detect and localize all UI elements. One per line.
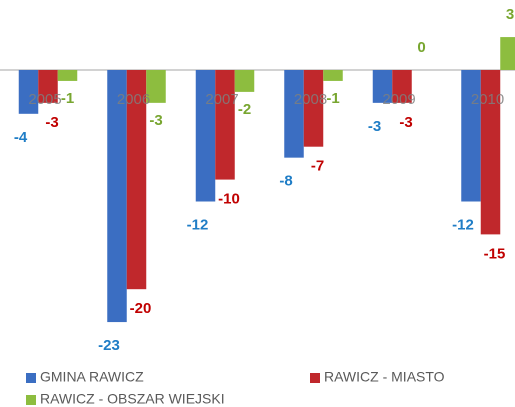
x-tick-label: 2006 xyxy=(117,91,150,108)
legend-label: GMINA RAWICZ xyxy=(40,369,144,385)
bar xyxy=(57,69,78,81)
bar xyxy=(107,69,127,323)
bar xyxy=(480,69,501,235)
bar xyxy=(284,69,304,158)
data-label: -1 xyxy=(61,90,74,107)
bar xyxy=(215,69,235,180)
bar xyxy=(323,69,343,81)
bar xyxy=(461,69,481,202)
bar xyxy=(146,69,166,103)
bar xyxy=(18,69,39,114)
data-label: -3 xyxy=(399,114,412,131)
x-tick-label: 2009 xyxy=(382,91,415,108)
x-tick-label: 2007 xyxy=(205,91,238,108)
data-label: -23 xyxy=(98,337,120,354)
data-label: -12 xyxy=(187,216,209,233)
bar xyxy=(500,37,515,70)
legend-label: RAWICZ - MIASTO xyxy=(324,369,445,385)
data-label: -12 xyxy=(452,216,474,233)
bar xyxy=(195,69,216,202)
data-label: 3 xyxy=(506,6,514,23)
legend-swatch xyxy=(310,373,320,383)
data-label: -4 xyxy=(14,129,28,146)
data-label: -10 xyxy=(218,191,240,208)
data-label: -3 xyxy=(45,114,58,131)
data-label: -2 xyxy=(238,101,251,118)
legend-label: RAWICZ - OBSZAR WIEJSKI xyxy=(40,391,225,407)
data-label: -1 xyxy=(326,90,339,107)
bar xyxy=(234,69,255,92)
data-label: -20 xyxy=(130,300,152,317)
x-tick-label: 2010 xyxy=(471,91,504,108)
bar xyxy=(126,69,147,290)
bar xyxy=(303,69,324,147)
bar xyxy=(372,69,393,103)
x-tick-label: 2005 xyxy=(28,91,61,108)
legend-swatch xyxy=(26,395,36,405)
legend-swatch xyxy=(26,373,36,383)
data-label: -3 xyxy=(149,112,162,129)
data-label: 0 xyxy=(417,39,425,56)
data-label: -7 xyxy=(311,158,324,175)
x-tick-label: 2008 xyxy=(294,91,327,108)
data-label: -8 xyxy=(279,173,292,190)
bar xyxy=(38,69,58,103)
data-label: -15 xyxy=(484,245,506,262)
bar xyxy=(392,69,412,103)
data-label: -3 xyxy=(368,118,381,135)
